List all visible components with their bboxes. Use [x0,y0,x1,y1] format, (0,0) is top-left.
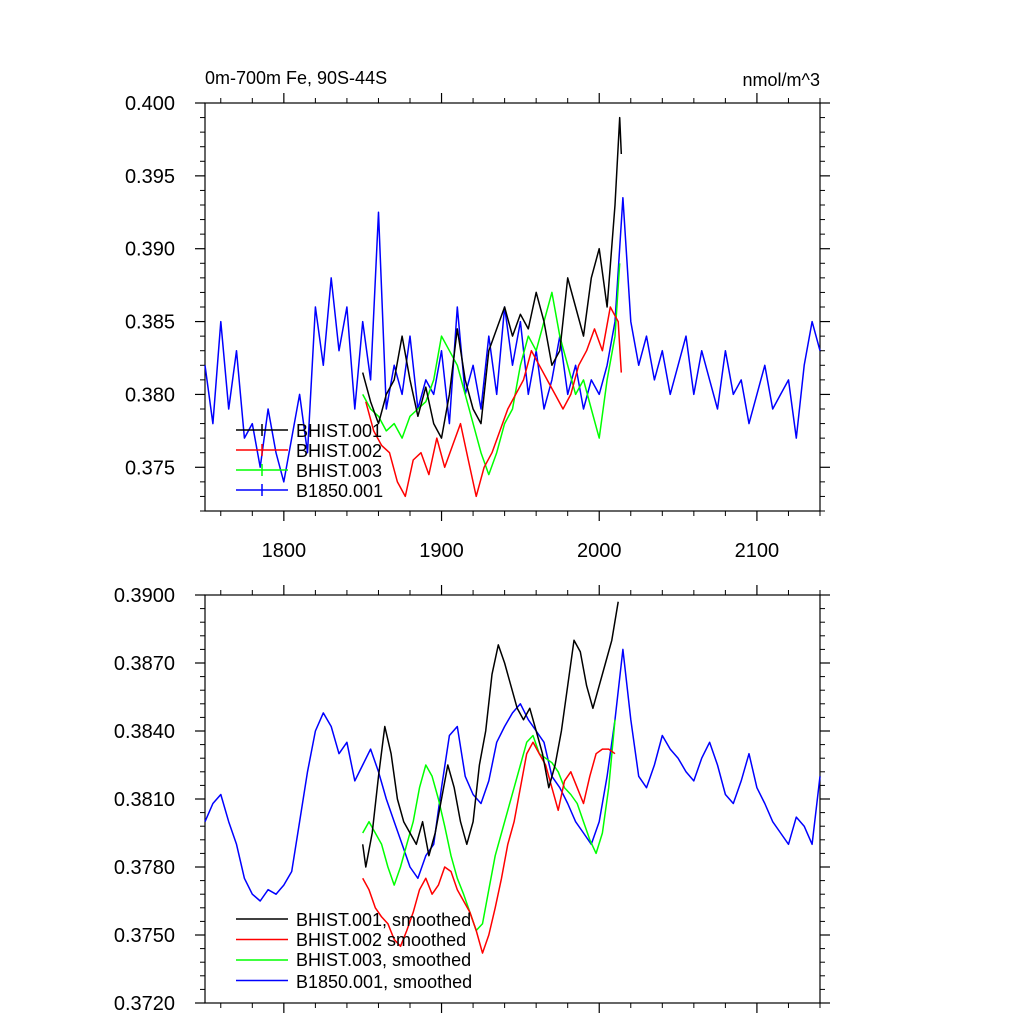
top-chart-title: 0m-700m Fe, 90S-44S [205,68,387,88]
y-tick-label: 0.395 [125,166,175,188]
y-tick-label: 0.3870 [114,653,175,675]
y-tick-label: 0.3810 [114,789,175,811]
top-panel: 0m-700m Fe, 90S-44S nmol/m^3 0.375 0.380 0… [125,68,830,562]
y-tick-label: 0.385 [125,312,175,334]
series-line-bhist-002 [365,306,623,498]
top-legend-label-2: BHIST.002 [296,441,382,461]
bottom-legend-label-2: BHIST.002 smoothed [296,930,466,950]
x-tick-label: 1900 [419,540,464,562]
y-tick-label: 0.390 [125,239,175,261]
series-line-bhist-001-smoothed [361,601,619,868]
y-tick-label: 0.3840 [114,721,175,743]
top-chart-units: nmol/m^3 [743,70,820,90]
bottom-legend-label-3: BHIST.003, smoothed [296,950,471,970]
x-tick-label: 1800 [262,540,307,562]
y-tick-label: 0.3720 [114,993,175,1015]
y-tick-label: 0.3780 [114,857,175,879]
y-tick-label: 0.400 [125,93,175,115]
y-tick-label: 0.375 [125,457,175,479]
series-line-bhist-003-smoothed [362,719,616,932]
top-legend-label-4: B1850.001 [296,481,383,501]
bottom-legend-label-1: BHIST.001, smoothed [296,910,471,930]
y-tick-label: 0.380 [125,384,175,406]
top-legend-label-1: BHIST.001 [296,421,382,441]
series-line-bhist-001 [361,116,623,439]
y-tick-label: 0.3750 [114,925,175,947]
x-tick-label: 2000 [577,540,622,562]
series-line-bhist-003 [362,263,621,476]
bottom-panel: 0.3720 0.3750 0.3780 0.3810 0.3840 0.3870 0.39… [114,585,830,1015]
series-line-b1850-001 [204,196,821,483]
y-tick-label: 0.3900 [114,585,175,607]
top-legend-label-3: BHIST.003 [296,461,382,481]
series-line-b1850-001-smoothed [204,648,821,902]
series-line-bhist-002-smoothed [362,741,616,954]
x-tick-label: 2100 [735,540,780,562]
bottom-legend-label-4: B1850.001, smoothed [296,972,472,992]
